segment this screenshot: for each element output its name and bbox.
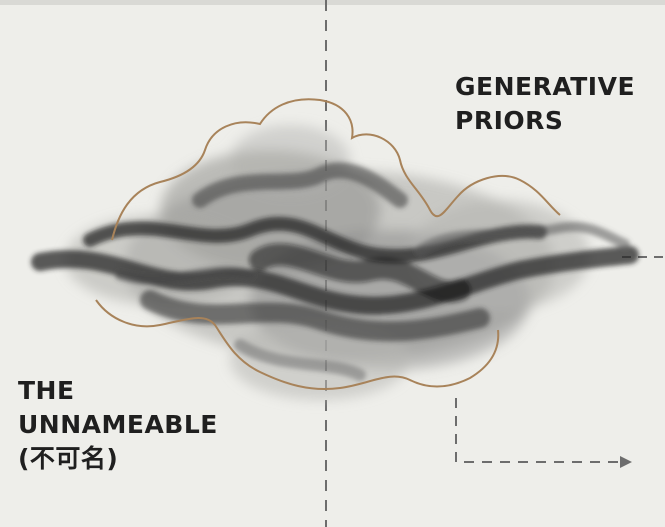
generative-priors-line-2: PRIORS xyxy=(455,106,564,135)
the-unnameable-line-1: THE xyxy=(18,376,75,405)
generative-priors-line-1: GENERATIVE xyxy=(455,72,636,101)
cloud-outline xyxy=(111,98,561,241)
the-unnameable-line-3: (不可名) xyxy=(18,444,119,473)
the-unnameable-line-2: UNNAMEABLE xyxy=(18,410,218,439)
cloud-outline-lower xyxy=(95,299,500,391)
ink-cloud xyxy=(31,125,639,400)
generative-priors-label: GENERATIVE PRIORS xyxy=(455,70,635,138)
elbow-arrow xyxy=(455,398,632,468)
the-unnameable-label: THE UNNAMEABLE (不可名) xyxy=(18,374,218,476)
top-border xyxy=(0,0,665,5)
